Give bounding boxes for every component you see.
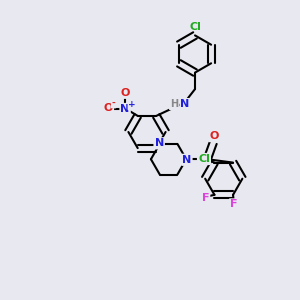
Text: O: O (209, 131, 219, 141)
Text: N: N (182, 155, 191, 165)
Text: O: O (103, 103, 113, 113)
Text: H: H (170, 99, 178, 109)
Text: -: - (112, 98, 116, 107)
Text: Cl: Cl (198, 154, 210, 164)
Text: N: N (181, 99, 190, 109)
Text: N: N (154, 138, 164, 148)
Text: F: F (202, 193, 209, 203)
Text: Cl: Cl (189, 22, 201, 32)
Text: N: N (121, 104, 130, 114)
Text: F: F (230, 200, 237, 209)
Text: O: O (120, 88, 130, 98)
Text: +: + (128, 100, 136, 109)
